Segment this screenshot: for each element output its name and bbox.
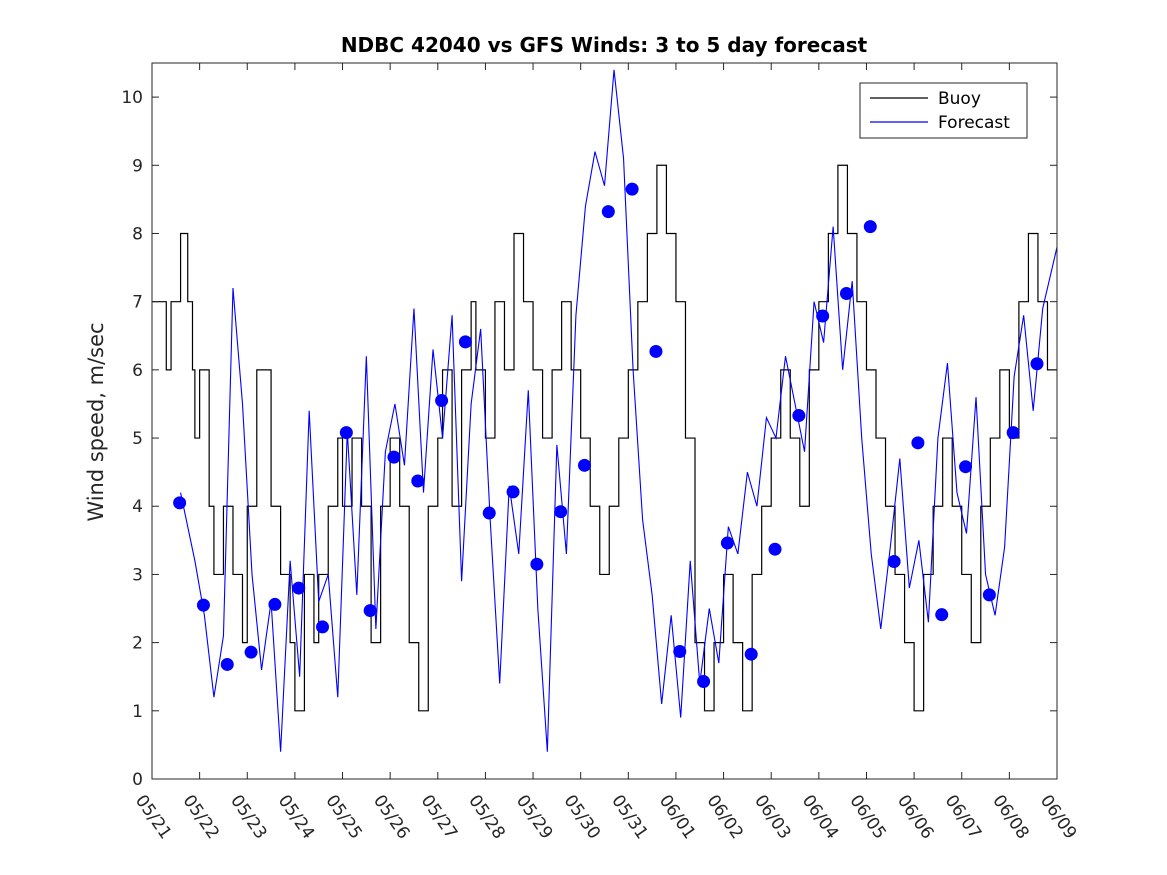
x-tick-label: 06/05 — [845, 791, 889, 843]
forecast-point — [530, 557, 544, 571]
chart-title: NDBC 42040 vs GFS Winds: 3 to 5 day fore… — [341, 33, 868, 57]
y-tick-label: 10 — [121, 88, 143, 108]
x-tick-label: 06/09 — [1036, 791, 1080, 843]
forecast-point — [697, 674, 711, 688]
forecast-point — [220, 657, 234, 671]
forecast-point — [268, 597, 282, 611]
plot-area — [152, 63, 1057, 779]
x-tick-label: 05/29 — [512, 791, 556, 843]
y-tick-label: 5 — [132, 429, 143, 449]
forecast-point — [292, 581, 306, 595]
y-axis-label: Wind speed, m/sec — [84, 322, 108, 521]
forecast-point — [935, 608, 949, 622]
x-tick-label: 06/07 — [941, 791, 985, 843]
y-tick-label: 8 — [132, 224, 143, 244]
forecast-point — [316, 620, 330, 634]
y-tick-label: 9 — [132, 156, 143, 176]
y-tick-label: 3 — [132, 565, 143, 585]
legend-label-forecast: Forecast — [938, 113, 1010, 133]
x-tick-label: 05/24 — [274, 791, 318, 843]
x-tick-label: 06/08 — [988, 791, 1032, 843]
forecast-point — [458, 335, 472, 349]
forecast-point — [411, 474, 425, 488]
y-tick-label: 6 — [132, 361, 143, 381]
x-tick-label: 05/25 — [321, 791, 365, 843]
forecast-point — [482, 506, 496, 520]
forecast-point — [601, 205, 615, 219]
forecast-point — [577, 458, 591, 472]
x-tick-label: 06/02 — [702, 791, 746, 843]
y-tick-label: 0 — [132, 770, 143, 790]
x-tick-label: 05/28 — [464, 791, 508, 843]
forecast-point — [363, 604, 377, 618]
y-tick-label: 2 — [132, 634, 143, 654]
forecast-point — [959, 460, 973, 474]
legend: Buoy Forecast — [859, 82, 1028, 139]
y-tick-label: 4 — [132, 497, 143, 517]
forecast-point — [744, 647, 758, 661]
forecast-point — [982, 588, 996, 602]
legend-label-buoy: Buoy — [938, 89, 981, 109]
x-tick-label: 05/26 — [369, 791, 413, 843]
forecast-point — [768, 542, 782, 556]
x-tick-label: 05/27 — [417, 791, 461, 843]
forecast-point — [173, 496, 187, 510]
forecast-series-line — [180, 69, 1057, 752]
y-tick-label: 1 — [132, 702, 143, 722]
y-axis: 0 1 2 3 4 5 6 7 8 9 10 — [121, 88, 1057, 790]
x-tick-label: 05/23 — [226, 791, 270, 843]
forecast-point — [887, 554, 901, 568]
y-tick-label: 7 — [132, 293, 143, 313]
forecast-point — [792, 409, 806, 423]
forecast-point — [673, 644, 687, 658]
x-tick-label: 06/03 — [750, 791, 794, 843]
forecast-point — [649, 344, 663, 358]
forecast-point — [387, 450, 401, 464]
x-tick-label: 05/30 — [560, 791, 604, 843]
legend-box — [859, 82, 1028, 139]
x-tick-label: 06/06 — [893, 791, 937, 843]
forecast-point — [911, 436, 925, 450]
forecast-point — [720, 536, 734, 550]
forecast-point — [839, 286, 853, 300]
x-tick-label: 05/31 — [607, 791, 651, 843]
forecast-point — [244, 645, 258, 659]
forecast-point — [554, 505, 568, 519]
x-tick-label: 06/04 — [798, 791, 842, 843]
forecast-point — [506, 485, 520, 499]
x-tick-label: 06/01 — [655, 791, 699, 843]
forecast-point — [816, 309, 830, 323]
x-tick-label: 05/22 — [179, 791, 223, 843]
forecast-point — [435, 394, 449, 408]
forecast-point — [1030, 357, 1044, 371]
forecast-point — [339, 426, 353, 440]
forecast-point — [1006, 426, 1020, 440]
forecast-point — [625, 182, 639, 196]
forecast-point — [196, 598, 210, 612]
x-tick-label: 05/21 — [131, 791, 175, 843]
forecast-point — [863, 220, 877, 234]
plot-frame — [151, 62, 1058, 780]
